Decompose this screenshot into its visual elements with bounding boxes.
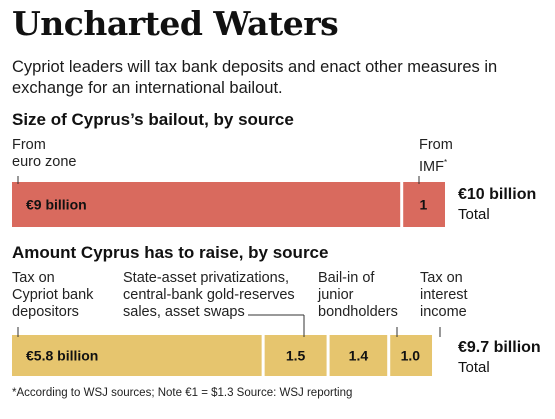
raise-value-label: 1.0 bbox=[401, 348, 421, 364]
bailout-label-euro-zone: From euro zone bbox=[12, 137, 77, 170]
raise-label-deposit-tax: Tax on Cypriot bank depositors bbox=[12, 270, 94, 320]
bailout-bar-segment-0 bbox=[12, 182, 402, 227]
footnote: *According to WSJ sources; Note €1 = $1.… bbox=[12, 387, 353, 399]
raise-bar-segment-3 bbox=[388, 335, 433, 376]
bailout-total-caption: Total bbox=[458, 206, 490, 223]
raise-bar-segment-1 bbox=[263, 335, 329, 376]
imf-footnote-mark: * bbox=[443, 158, 448, 167]
page-subtitle: Cypriot leaders will tax bank deposits a… bbox=[12, 58, 498, 97]
raise-total-value: €9.7 billion bbox=[458, 339, 541, 356]
page-title: Uncharted Waters bbox=[12, 4, 339, 43]
bailout-total: €10 billion Total bbox=[458, 185, 536, 225]
bailout-chart-title: Size of Cyprus’s bailout, by source bbox=[12, 110, 294, 129]
raise-bar-segment-2 bbox=[328, 335, 389, 376]
bailout-total-value: €10 billion bbox=[458, 186, 537, 203]
raise-value-label: €5.8 billion bbox=[26, 348, 98, 364]
raise-label-interest-tax: Tax on interest income bbox=[420, 270, 468, 320]
bailout-bar-segment-1 bbox=[401, 182, 445, 227]
raise-label-bail-in: Bail-in of junior bondholders bbox=[318, 270, 398, 320]
raise-chart-title: Amount Cyprus has to raise, by source bbox=[12, 243, 329, 262]
bailout-value-label: €9 billion bbox=[26, 197, 87, 213]
raise-label-privatizations: State-asset privatizations, central-bank… bbox=[123, 270, 295, 320]
raise-total-caption: Total bbox=[458, 359, 490, 376]
raise-value-label: 1.5 bbox=[286, 348, 306, 364]
bailout-label-imf: From IMF* bbox=[419, 137, 453, 175]
raise-value-label: 1.4 bbox=[349, 348, 369, 364]
raise-bar-segment-0 bbox=[12, 335, 264, 376]
raise-total: €9.7 billion Total bbox=[458, 338, 541, 378]
bailout-value-label: 1 bbox=[419, 197, 427, 213]
